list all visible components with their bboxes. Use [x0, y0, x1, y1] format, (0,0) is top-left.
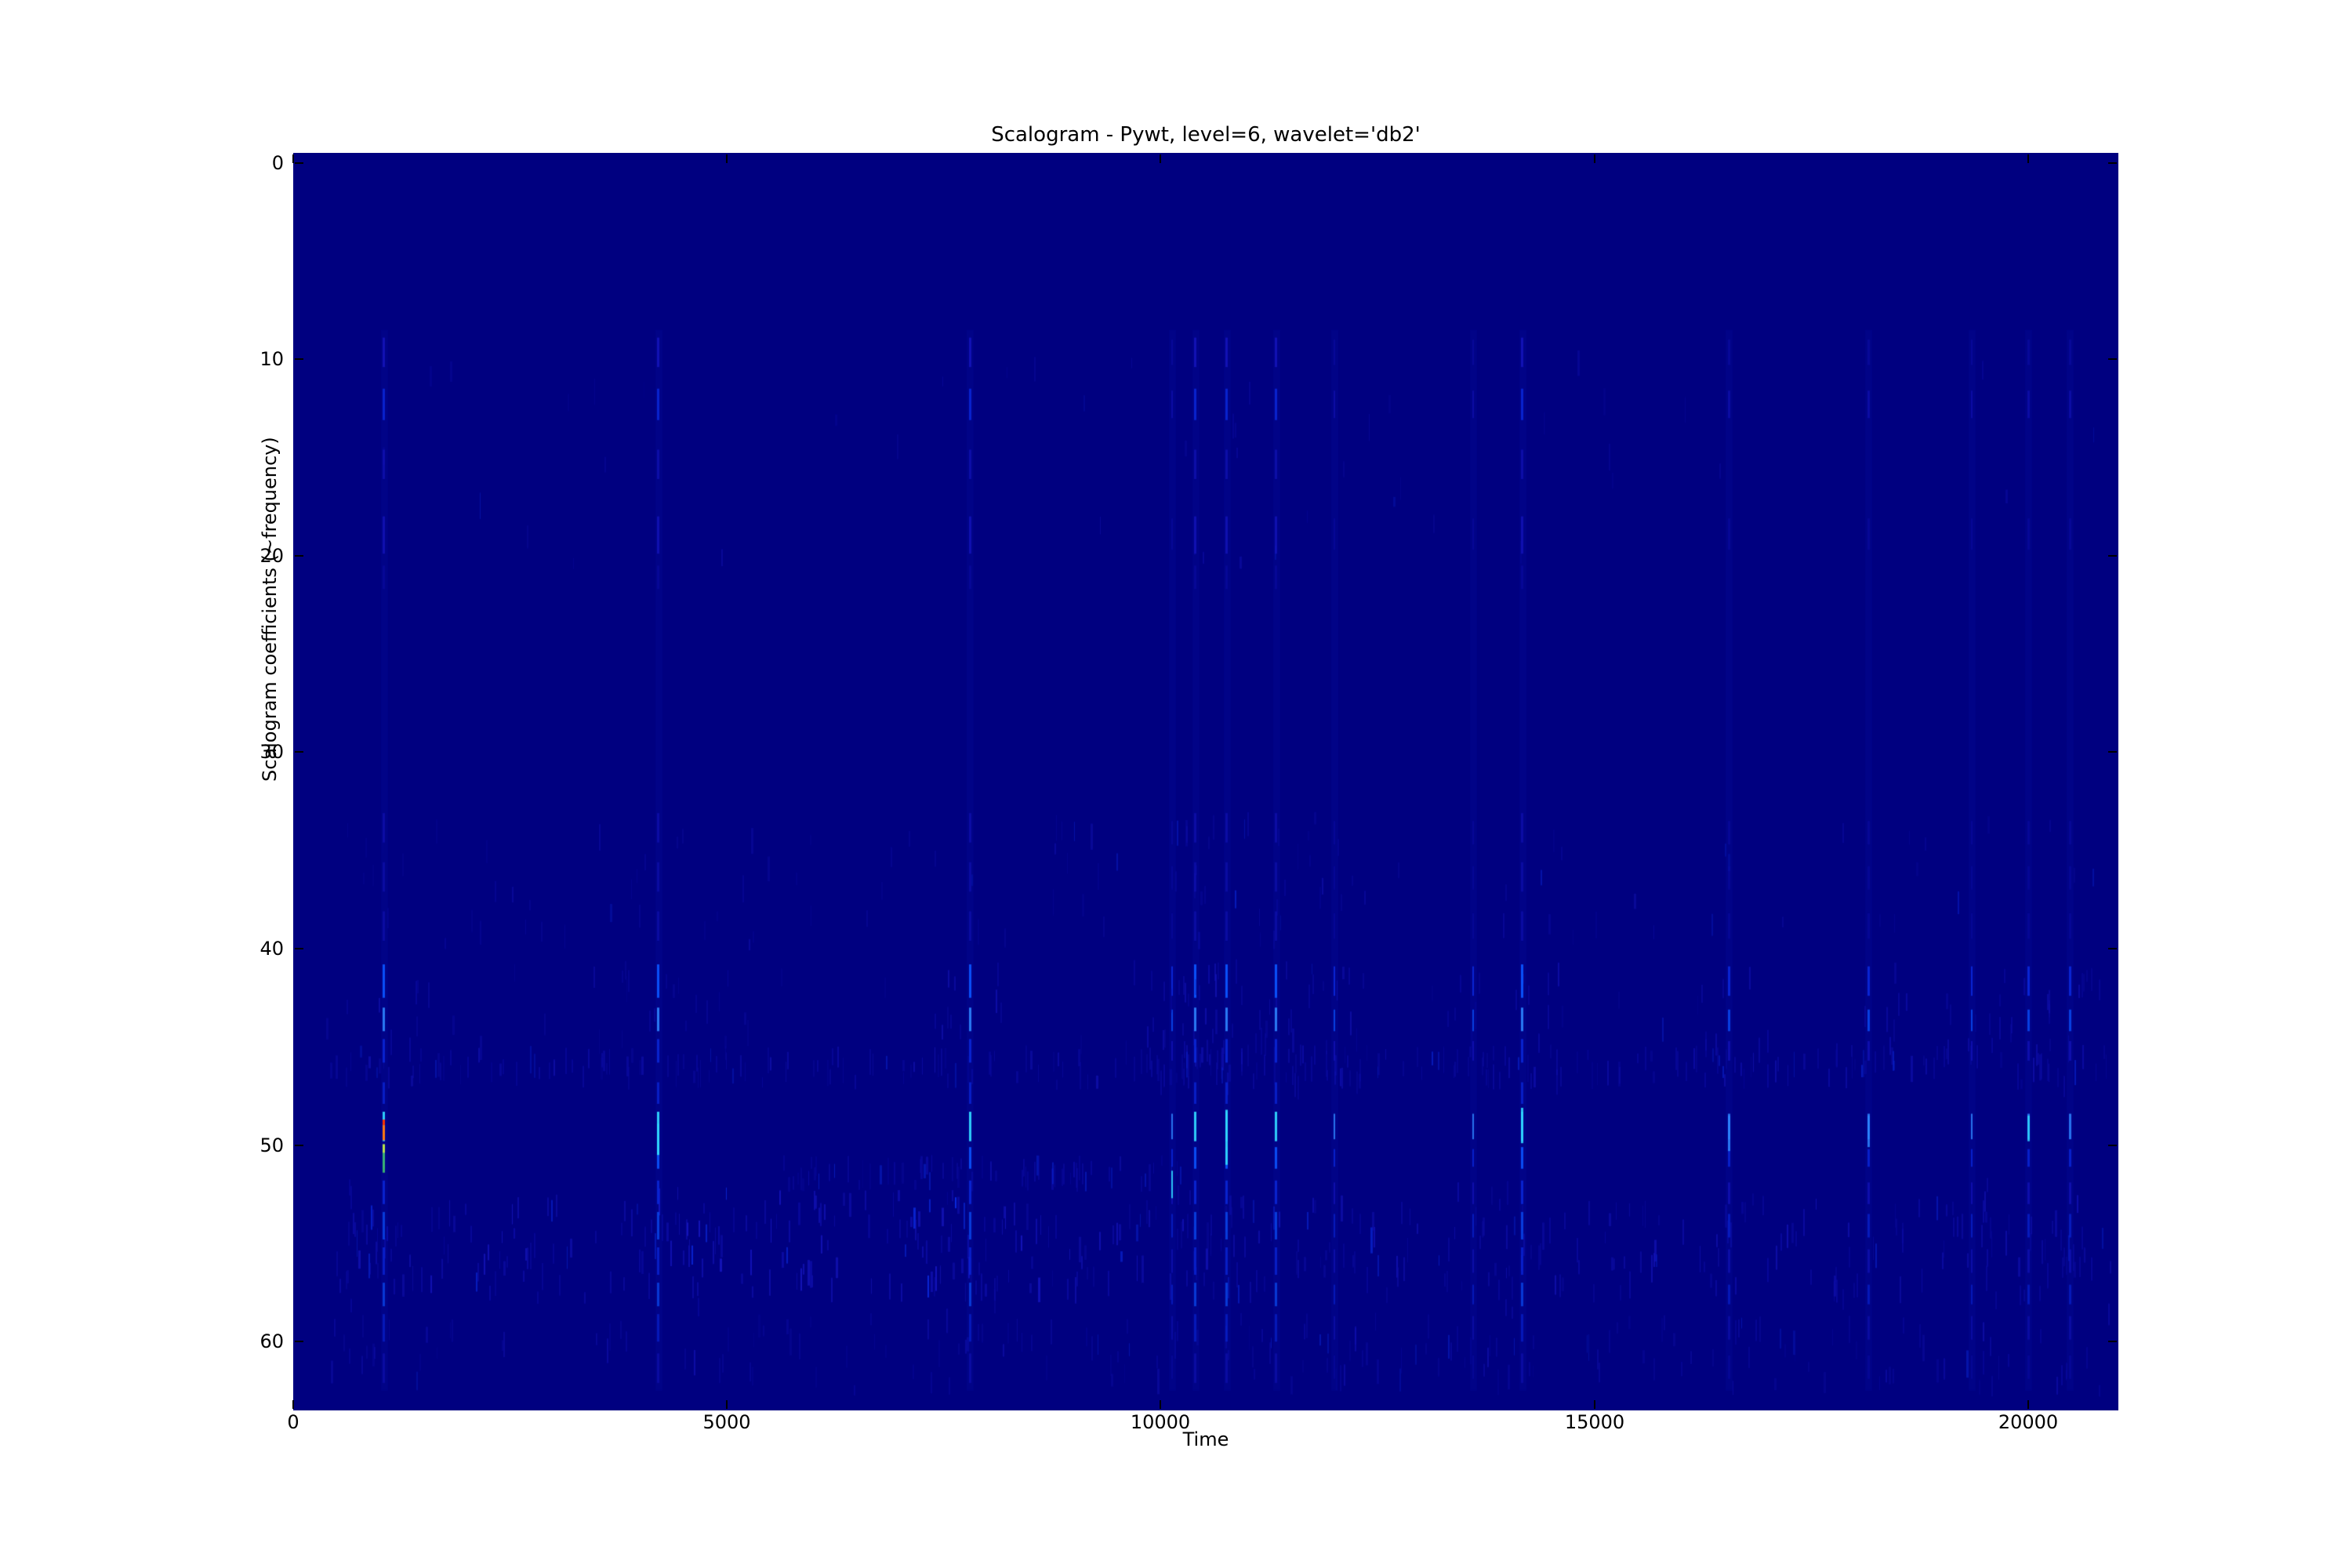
y-tick-label: 0	[271, 152, 284, 174]
tick-mark	[726, 1400, 728, 1409]
y-tick-label: 30	[260, 741, 284, 763]
y-tick-label: 40	[260, 938, 284, 960]
x-tick-label: 15000	[1564, 1411, 1625, 1433]
tick-mark	[292, 154, 294, 163]
tick-mark	[1160, 1400, 1161, 1409]
plot-area	[292, 153, 2118, 1410]
tick-mark	[295, 948, 303, 949]
x-tick-label: 0	[287, 1411, 299, 1433]
tick-mark	[2108, 1341, 2117, 1342]
tick-mark	[1160, 154, 1161, 163]
x-tick-label: 10000	[1130, 1411, 1191, 1433]
tick-mark	[295, 1341, 303, 1342]
tick-mark	[2108, 162, 2117, 164]
tick-mark	[295, 162, 303, 164]
tick-mark	[2027, 154, 2029, 163]
scalogram-heatmap	[293, 153, 2118, 1410]
tick-mark	[1594, 1400, 1595, 1409]
tick-mark	[726, 154, 728, 163]
tick-mark	[2108, 948, 2117, 949]
tick-mark	[295, 1145, 303, 1146]
tick-mark	[295, 358, 303, 360]
tick-mark	[295, 751, 303, 753]
tick-mark	[292, 1400, 294, 1409]
tick-mark	[2108, 1145, 2117, 1146]
tick-mark	[2108, 751, 2117, 753]
tick-mark	[2108, 555, 2117, 557]
chart-title: Scalogram - Pywt, level=6, wavelet='db2'	[991, 123, 1421, 147]
y-tick-label: 50	[260, 1134, 284, 1156]
tick-mark	[2108, 358, 2117, 360]
x-tick-label: 5000	[702, 1411, 751, 1433]
y-tick-label: 10	[260, 348, 284, 370]
y-tick-label: 20	[260, 545, 284, 567]
x-tick-label: 20000	[1998, 1411, 2059, 1433]
tick-mark	[295, 555, 303, 557]
x-axis-label: Time	[1182, 1428, 1229, 1450]
tick-mark	[1594, 154, 1595, 163]
tick-mark	[2027, 1400, 2029, 1409]
y-tick-label: 60	[260, 1330, 284, 1352]
